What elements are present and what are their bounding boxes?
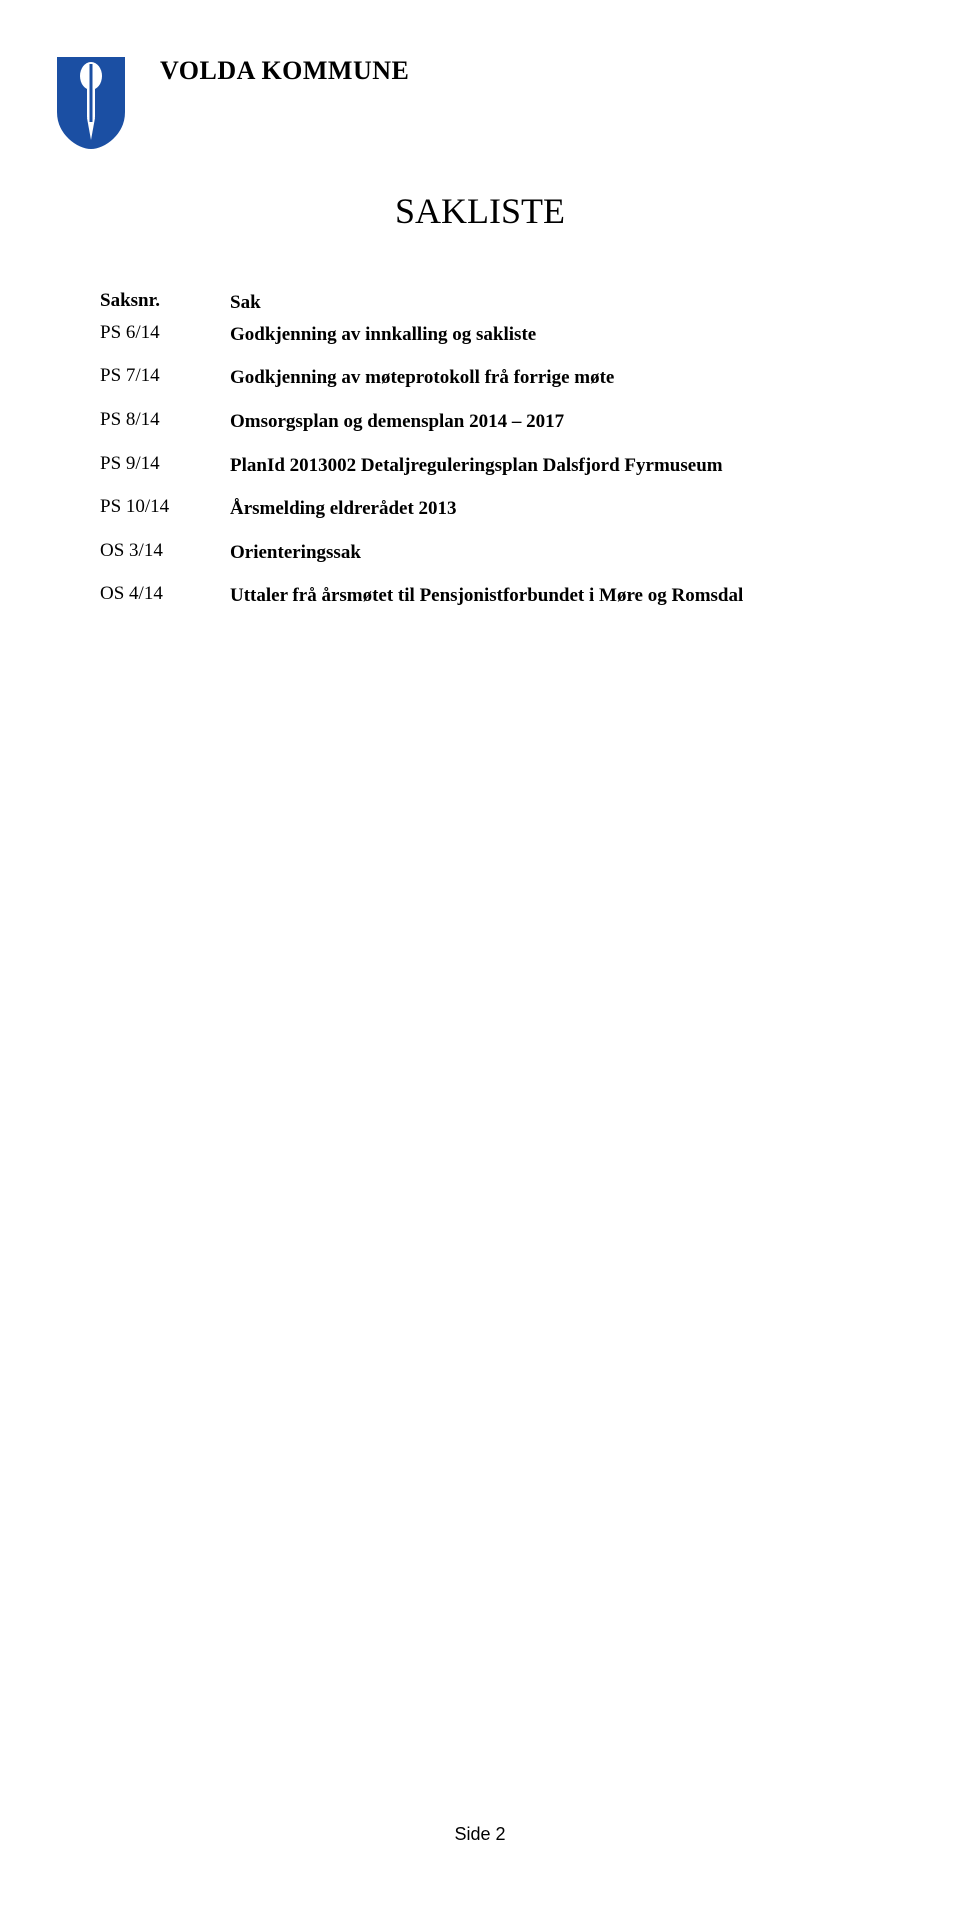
case-list-table: Saksnr. Sak PS 6/14 Godkjenning av innka… (100, 290, 880, 627)
table-row: PS 10/14 Årsmelding eldrerådet 2013 (100, 496, 880, 522)
table-row: PS 6/14 Godkjenning av innkalling og sak… (100, 322, 880, 348)
table-header-row: Saksnr. Sak (100, 290, 880, 316)
case-number: OS 3/14 (100, 540, 230, 562)
municipality-name: VOLDA KOMMUNE (160, 56, 409, 86)
header-case-number: Saksnr. (100, 290, 230, 312)
page-title: SAKLISTE (0, 190, 960, 232)
case-number: PS 10/14 (100, 496, 230, 518)
page-number: Side 2 (0, 1824, 960, 1845)
case-number: PS 7/14 (100, 365, 230, 387)
case-number: PS 8/14 (100, 409, 230, 431)
header-case-title: Sak (230, 290, 880, 316)
table-row: OS 4/14 Uttaler frå årsmøtet til Pensjon… (100, 583, 880, 609)
case-title: Omsorgsplan og demensplan 2014 – 2017 (230, 409, 880, 435)
table-row: PS 9/14 PlanId 2013002 Detaljregulerings… (100, 453, 880, 479)
case-number: PS 9/14 (100, 453, 230, 475)
case-title: Godkjenning av innkalling og sakliste (230, 322, 880, 348)
table-row: PS 7/14 Godkjenning av møteprotokoll frå… (100, 365, 880, 391)
case-title: Godkjenning av møteprotokoll frå forrige… (230, 365, 880, 391)
table-row: PS 8/14 Omsorgsplan og demensplan 2014 –… (100, 409, 880, 435)
case-title: Årsmelding eldrerådet 2013 (230, 496, 880, 522)
municipality-logo (56, 56, 126, 150)
table-row: OS 3/14 Orienteringssak (100, 540, 880, 566)
case-number: PS 6/14 (100, 322, 230, 344)
case-title: PlanId 2013002 Detaljreguleringsplan Dal… (230, 453, 880, 479)
case-title: Orienteringssak (230, 540, 880, 566)
case-number: OS 4/14 (100, 583, 230, 605)
case-title: Uttaler frå årsmøtet til Pensjonistforbu… (230, 583, 880, 609)
